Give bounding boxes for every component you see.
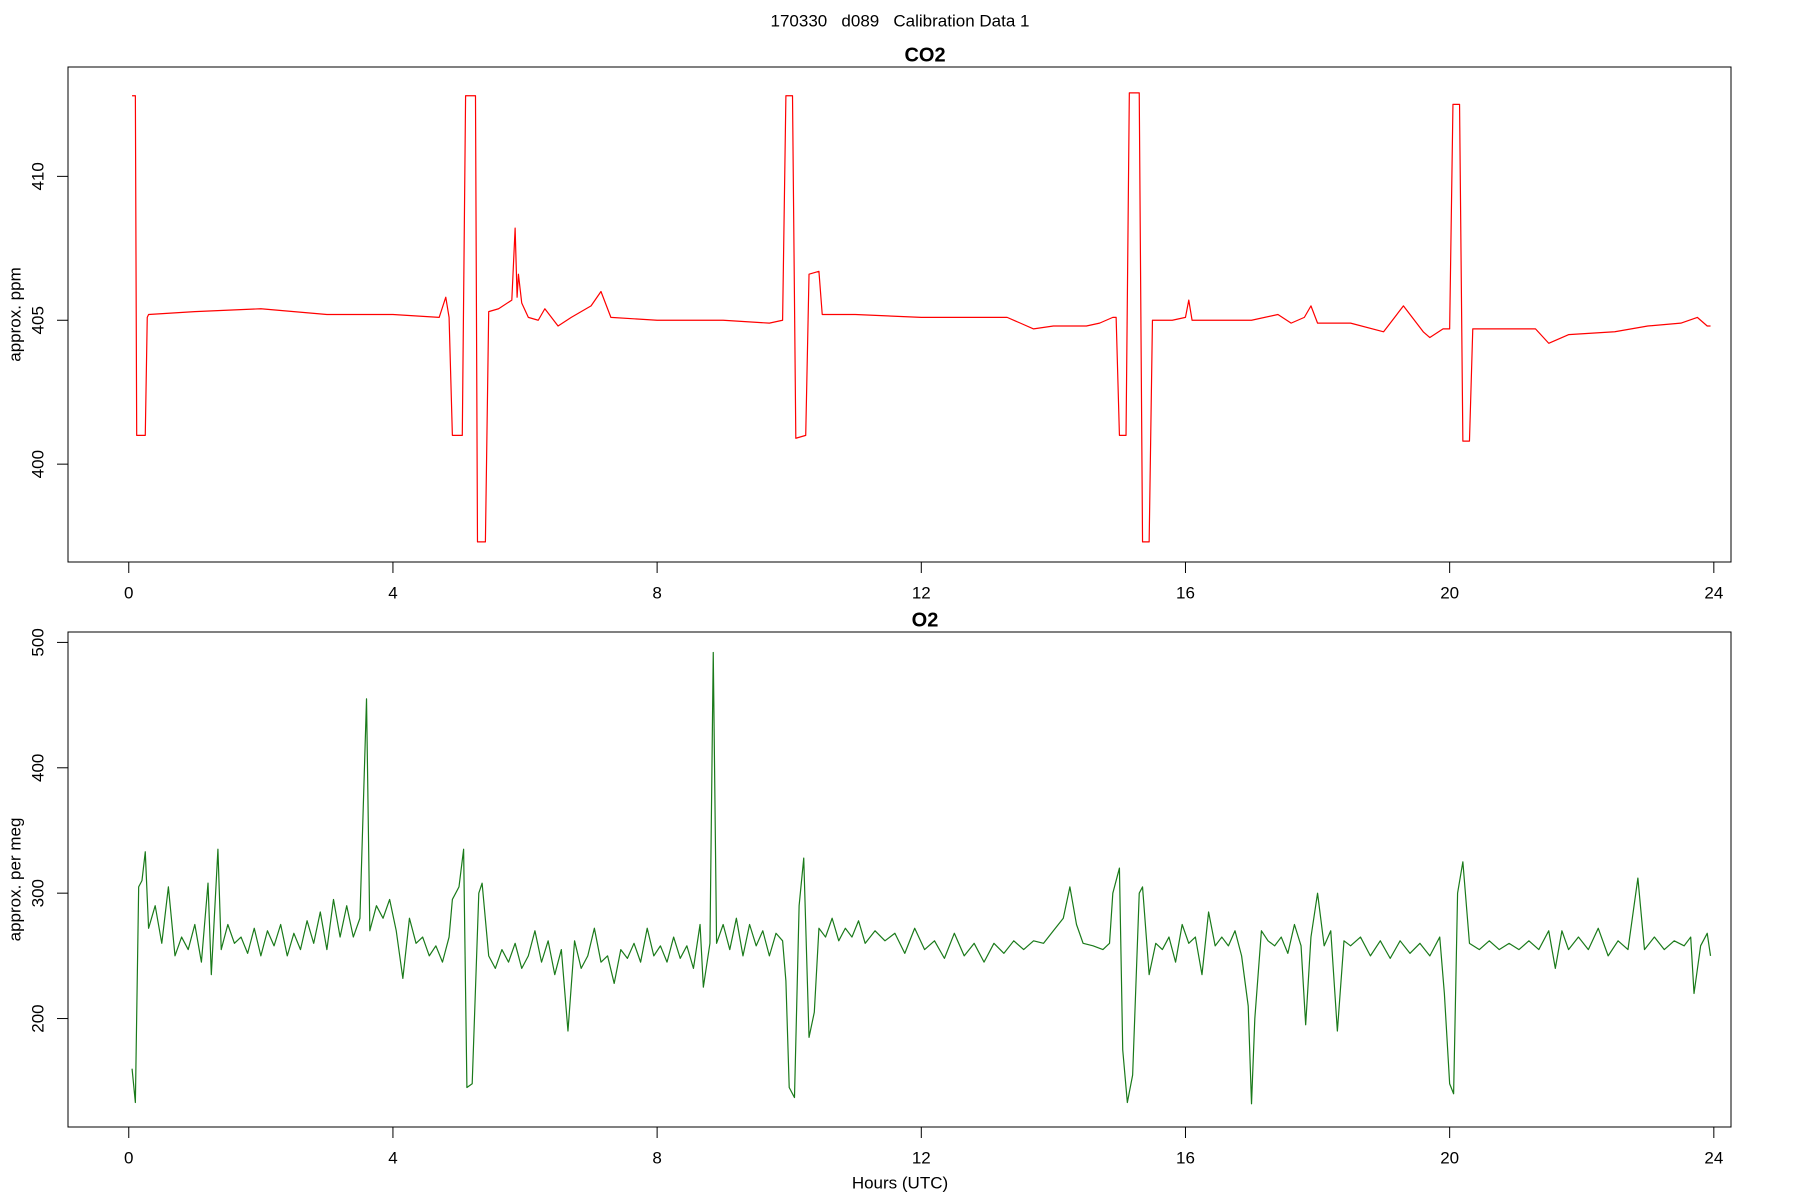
x-tick-label: 16	[1176, 1148, 1195, 1167]
x-tick-label: 20	[1440, 1148, 1459, 1167]
y-axis-label: approx. ppm	[5, 267, 24, 362]
x-tick-label: 8	[652, 583, 661, 602]
x-tick-label: 24	[1704, 1148, 1723, 1167]
x-tick-label: 0	[124, 583, 133, 602]
main-title: 170330 d089 Calibration Data 1	[771, 11, 1030, 30]
x-tick-label: 20	[1440, 583, 1459, 602]
y-tick-label: 410	[28, 162, 47, 190]
x-tick-label: 16	[1176, 583, 1195, 602]
x-tick-label: 12	[912, 1148, 931, 1167]
plot-title: O2	[912, 609, 939, 631]
x-tick-label: 0	[124, 1148, 133, 1167]
x-axis-label: Hours (UTC)	[852, 1173, 948, 1192]
y-tick-label: 405	[28, 306, 47, 334]
y-tick-label: 400	[28, 754, 47, 782]
y-axis-label: approx. per meg	[5, 818, 24, 942]
x-tick-label: 4	[388, 583, 397, 602]
y-tick-label: 300	[28, 879, 47, 907]
y-tick-label: 200	[28, 1004, 47, 1032]
x-tick-label: 24	[1704, 583, 1723, 602]
plot-title: CO2	[904, 44, 945, 66]
data-line	[131, 651, 1712, 1105]
x-tick-label: 8	[652, 1148, 661, 1167]
x-tick-label: 12	[912, 583, 931, 602]
y-tick-label: 400	[28, 450, 47, 478]
data-line	[132, 92, 1711, 543]
y-tick-label: 500	[28, 628, 47, 656]
x-tick-label: 4	[388, 1148, 397, 1167]
